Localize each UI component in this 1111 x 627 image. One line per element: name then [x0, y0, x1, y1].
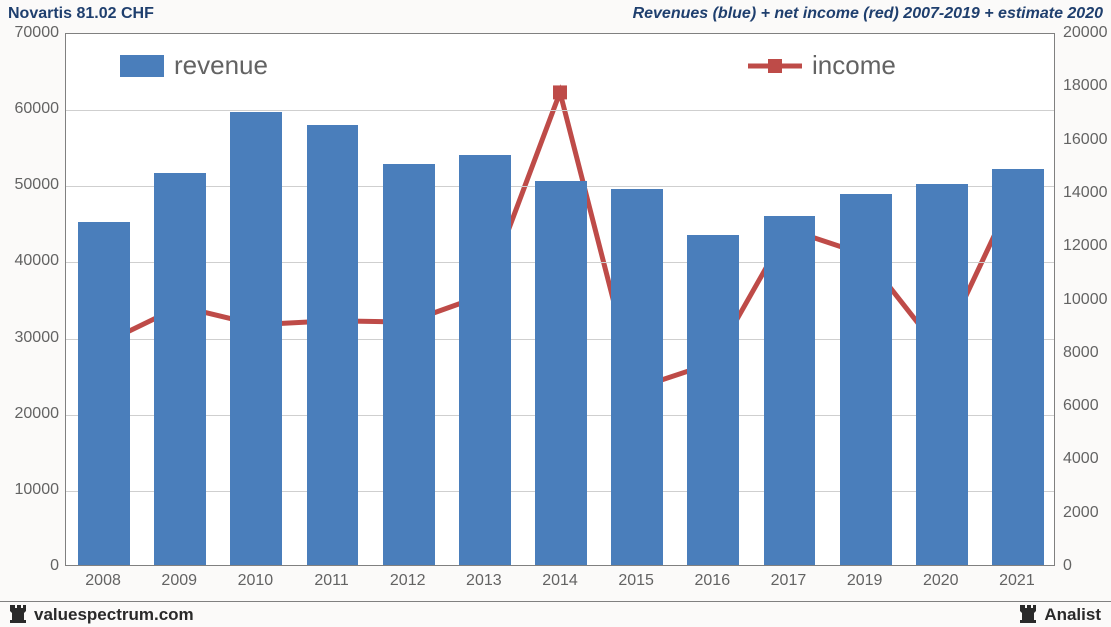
revenue-bar: [916, 184, 968, 565]
y-left-tick: 30000: [15, 329, 60, 347]
revenue-bar: [307, 125, 359, 565]
footer-brand-right: Analist: [1020, 605, 1101, 625]
y-right-tick: 16000: [1063, 131, 1108, 149]
footer-brand-left: valuespectrum.com: [10, 605, 194, 625]
x-tick: 2014: [542, 572, 578, 590]
revenue-bar: [535, 181, 587, 565]
y-right-tick: 0: [1063, 557, 1072, 575]
income-marker: [553, 85, 567, 99]
legend-revenue-swatch: [120, 55, 164, 77]
revenue-bar: [78, 222, 130, 565]
y-left-tick: 0: [50, 557, 59, 575]
legend-income-label: income: [812, 50, 896, 81]
y-left-tick: 70000: [15, 24, 60, 42]
rook-icon: [10, 605, 28, 625]
footer-right-text: Analist: [1044, 605, 1101, 625]
legend-revenue-label: revenue: [174, 50, 268, 81]
y-right-tick: 12000: [1063, 237, 1108, 255]
x-tick: 2017: [771, 572, 807, 590]
x-tick: 2009: [161, 572, 197, 590]
x-tick: 2019: [847, 572, 883, 590]
y-right-tick: 18000: [1063, 77, 1108, 95]
revenue-bar: [459, 155, 511, 565]
chart-plot-area: [65, 33, 1055, 566]
x-tick: 2016: [695, 572, 731, 590]
legend-income-swatch: [748, 55, 802, 77]
revenue-bar: [230, 112, 282, 565]
x-tick: 2010: [238, 572, 274, 590]
x-tick: 2012: [390, 572, 426, 590]
x-tick: 2020: [923, 572, 959, 590]
x-tick: 2013: [466, 572, 502, 590]
y-right-tick: 4000: [1063, 450, 1099, 468]
y-right-tick: 20000: [1063, 24, 1108, 42]
revenue-bar: [687, 235, 739, 565]
revenue-bar: [611, 189, 663, 565]
revenue-bar: [154, 173, 206, 565]
gridline: [66, 110, 1054, 111]
y-left-tick: 10000: [15, 481, 60, 499]
legend-revenue: revenue: [110, 46, 278, 85]
y-left-tick: 20000: [15, 405, 60, 423]
header-title-right: Revenues (blue) + net income (red) 2007-…: [633, 5, 1103, 23]
y-left-tick: 60000: [15, 100, 60, 118]
y-right-tick: 8000: [1063, 344, 1099, 362]
header-bar: Novartis 81.02 CHF Revenues (blue) + net…: [0, 0, 1111, 28]
revenue-bar: [383, 164, 435, 565]
x-tick: 2015: [618, 572, 654, 590]
x-tick: 2008: [85, 572, 121, 590]
legend-income: income: [738, 46, 906, 85]
y-right-tick: 14000: [1063, 184, 1108, 202]
footer-bar: valuespectrum.com Analist: [0, 601, 1111, 627]
revenue-bar: [992, 169, 1044, 565]
y-right-tick: 2000: [1063, 504, 1099, 522]
x-tick: 2021: [999, 572, 1035, 590]
y-left-tick: 40000: [15, 252, 60, 270]
header-title-left: Novartis 81.02 CHF: [8, 5, 154, 23]
y-left-tick: 50000: [15, 176, 60, 194]
y-right-tick: 6000: [1063, 397, 1099, 415]
x-tick: 2011: [314, 572, 348, 590]
footer-left-text: valuespectrum.com: [34, 605, 194, 625]
y-right-tick: 10000: [1063, 291, 1108, 309]
revenue-bar: [764, 216, 816, 565]
rook-icon: [1020, 605, 1038, 625]
revenue-bar: [840, 194, 892, 565]
